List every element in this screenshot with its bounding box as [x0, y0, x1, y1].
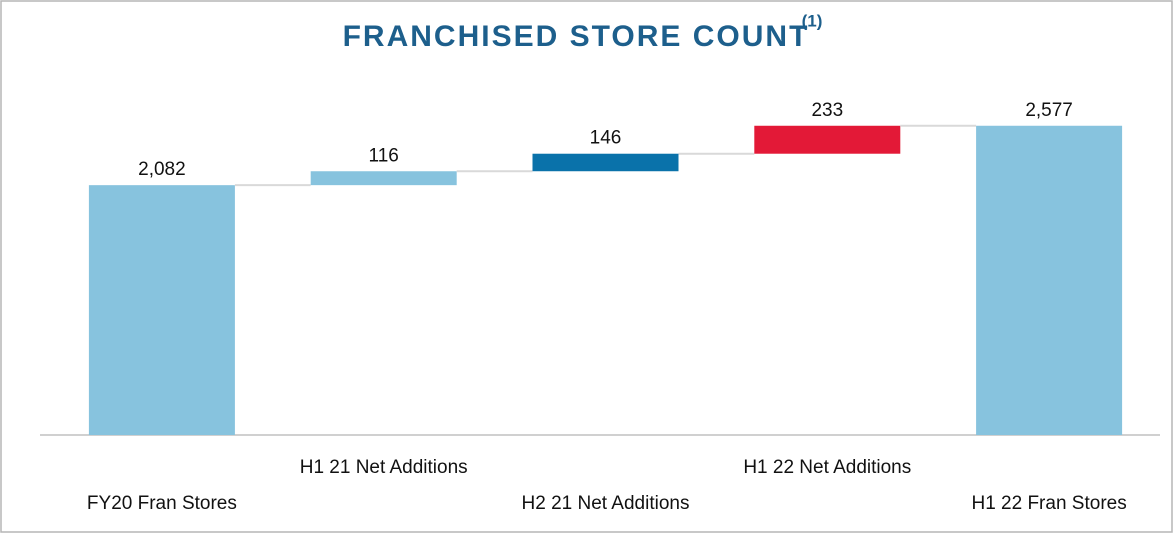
value-label: 233	[811, 100, 843, 121]
x-tick-label: H1 22 Net Additions	[743, 457, 911, 478]
bar	[532, 153, 679, 172]
chart-title: FRANCHISED STORE COUNT	[343, 20, 810, 53]
value-label: 146	[590, 128, 622, 149]
value-label: 2,082	[138, 159, 186, 180]
x-tick-label: FY20 Fran Stores	[87, 493, 237, 514]
value-label: 116	[369, 145, 399, 166]
x-tick-label: H2 21 Net Additions	[522, 493, 690, 514]
value-label: 2,577	[1025, 100, 1073, 121]
bar	[754, 125, 901, 154]
title-superscript: (1)	[802, 11, 823, 30]
bar	[88, 185, 235, 435]
bar	[310, 171, 457, 186]
x-tick-label: H1 22 Fran Stores	[971, 493, 1126, 514]
bar	[976, 125, 1123, 435]
x-tick-label: H1 21 Net Additions	[300, 457, 468, 478]
